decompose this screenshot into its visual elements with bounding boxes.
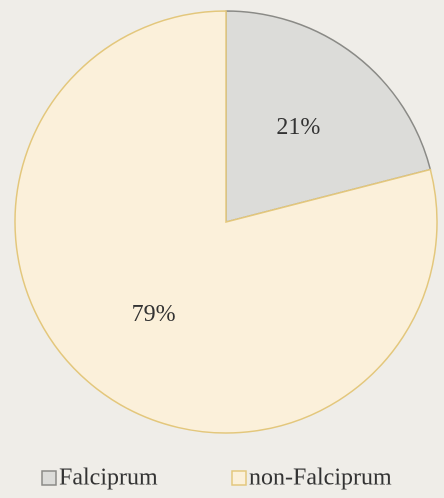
pie-slice xyxy=(225,10,432,223)
legend-label: non-Falciprum xyxy=(249,465,392,491)
legend-swatch xyxy=(231,470,247,486)
legend-label: Falciprum xyxy=(59,465,158,491)
legend-swatch xyxy=(41,470,57,486)
pie-slice xyxy=(14,10,438,434)
data-label: 79% xyxy=(132,301,176,327)
data-label: 21% xyxy=(276,114,320,140)
